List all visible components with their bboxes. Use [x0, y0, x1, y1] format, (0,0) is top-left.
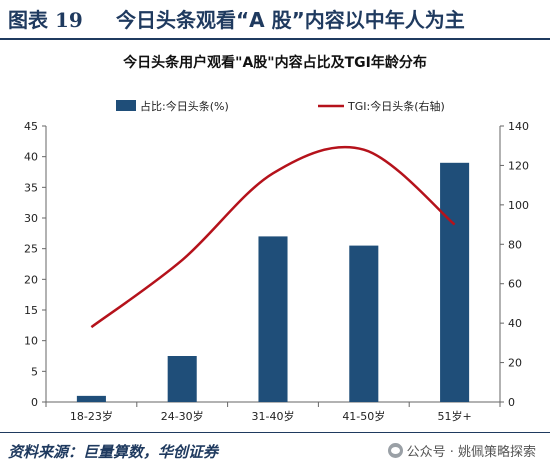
figure-title: 今日头条观看“A 股”内容以中年人为主: [116, 8, 465, 32]
y-tick-label: 20: [24, 273, 38, 286]
y2-tick-label: 20: [508, 357, 522, 370]
watermark-text: 公众号 · 姚佩策略探索: [406, 445, 536, 460]
y-tick-label: 40: [24, 151, 38, 164]
y2-tick-label: 140: [508, 120, 529, 133]
figure-number: 图表 19: [8, 8, 83, 32]
y2-tick-label: 0: [508, 396, 515, 409]
y2-tick-label: 60: [508, 278, 522, 291]
watermark: 公众号 · 姚佩策略探索: [387, 441, 536, 460]
y2-tick-label: 80: [508, 238, 522, 251]
legend-swatch-bar: [116, 100, 136, 111]
y-tick-label: 10: [24, 335, 38, 348]
x-tick-label: 51岁+: [437, 409, 471, 423]
y-tick-label: 15: [24, 304, 38, 317]
y2-tick-label: 40: [508, 317, 522, 330]
bar: [258, 236, 288, 402]
footer-rule: [0, 432, 550, 433]
chart-title: 今日头条用户观看"A股"内容占比及TGI年龄分布: [123, 55, 427, 71]
legend-label-bar: 占比:今日头条(%): [140, 99, 229, 113]
x-tick-label: 18-23岁: [70, 409, 113, 423]
bar: [349, 245, 379, 402]
y2-tick-label: 120: [508, 159, 529, 172]
x-tick-label: 24-30岁: [161, 409, 204, 423]
y-tick-label: 30: [24, 212, 38, 225]
x-tick-label: 41-50岁: [342, 409, 385, 423]
y-tick-label: 45: [24, 120, 38, 133]
y2-tick-label: 100: [508, 199, 529, 212]
legend-label-line: TGI:今日头条(右轴): [347, 99, 445, 113]
x-tick-label: 31-40岁: [252, 409, 295, 423]
y-tick-label: 25: [24, 243, 38, 256]
bar: [76, 395, 106, 402]
wechat-icon: [387, 443, 403, 458]
y-tick-label: 5: [31, 365, 38, 378]
source-note: 资料来源：巨量算数，华创证券: [8, 443, 219, 461]
header-rule: [0, 38, 550, 40]
bar: [440, 162, 470, 402]
y-tick-label: 35: [24, 181, 38, 194]
y-tick-label: 0: [31, 396, 38, 409]
bar: [167, 356, 197, 402]
figure-header: 图表 19 今日头条观看“A 股”内容以中年人为主: [0, 0, 550, 38]
